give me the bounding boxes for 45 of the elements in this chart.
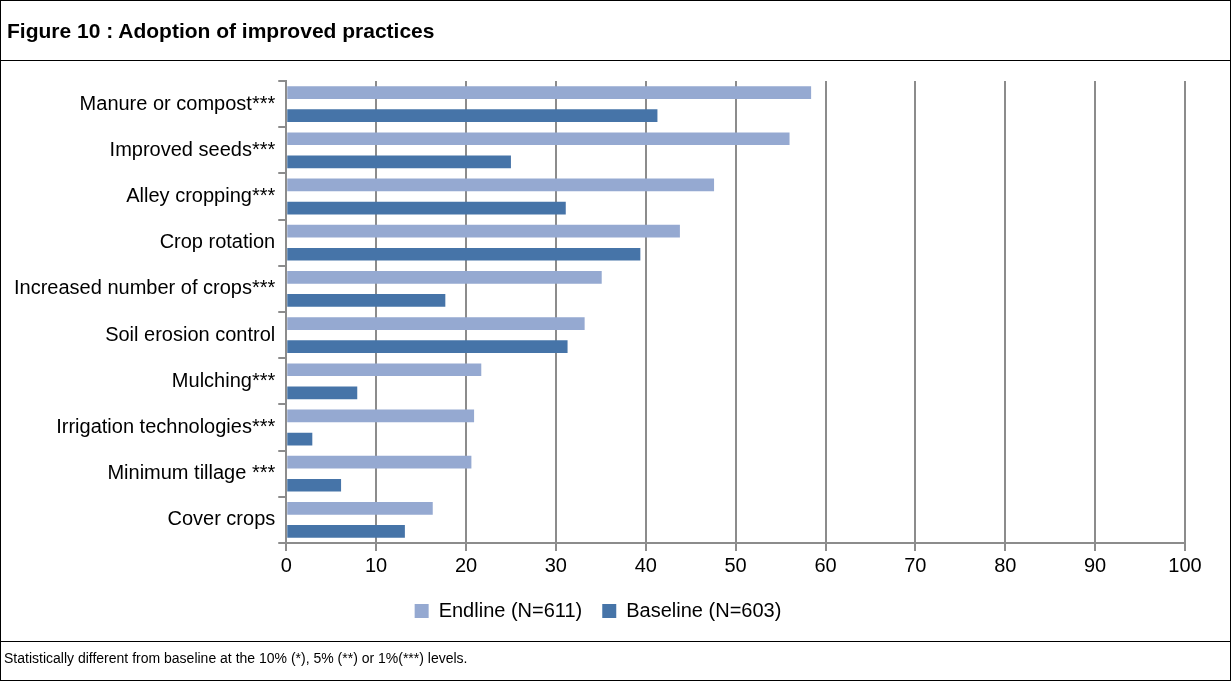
bar <box>287 386 358 400</box>
x-tick-label: 80 <box>994 553 1017 576</box>
bar <box>287 478 342 492</box>
bar <box>287 409 475 423</box>
x-tick-label: 90 <box>1084 553 1107 576</box>
bar <box>287 294 446 307</box>
y-tick-label: Alley cropping*** <box>126 184 276 207</box>
bar <box>287 317 585 330</box>
bar <box>287 178 715 192</box>
x-tick-label: 50 <box>724 553 747 576</box>
bar <box>287 455 472 469</box>
x-tick-label: 40 <box>634 553 657 576</box>
x-tick-label: 0 <box>280 553 292 576</box>
x-tick-label: 70 <box>904 553 927 576</box>
bar <box>287 155 511 169</box>
legend-label: Baseline (N=603) <box>626 598 782 621</box>
bar <box>287 86 812 99</box>
y-tick-label: Manure or compost*** <box>79 91 276 114</box>
y-tick-label: Soil erosion control <box>105 322 276 345</box>
y-tick-label: Irrigation technologies*** <box>56 415 276 438</box>
bar <box>287 271 602 284</box>
chart-title: Figure 10 : Adoption of improved practices <box>1 1 1230 61</box>
x-tick-label: 100 <box>1168 553 1202 576</box>
x-tick-label: 20 <box>454 553 478 576</box>
bar <box>287 340 568 353</box>
bar <box>287 502 433 515</box>
bar <box>287 363 482 377</box>
y-tick-label: Minimum tillage *** <box>107 461 276 484</box>
bar <box>287 525 405 538</box>
y-tick-label: Improved seeds*** <box>109 137 276 160</box>
bar <box>287 201 566 215</box>
x-tick-label: 10 <box>365 553 388 576</box>
y-tick-label: Increased number of crops*** <box>14 276 276 299</box>
bar <box>287 132 790 146</box>
legend-label: Endline (N=611) <box>438 598 583 621</box>
bar <box>287 109 658 122</box>
bar <box>287 432 313 446</box>
x-tick-label: 60 <box>814 553 837 576</box>
bar <box>287 247 641 261</box>
y-tick-label: Cover crops <box>167 507 276 530</box>
x-tick-label: 30 <box>544 553 567 576</box>
bar <box>287 224 680 238</box>
text: Statistically different from baseline at the 10% (*), 5% (**) or 1%(***) levels. <box>3 649 469 666</box>
y-tick-label: Crop rotation <box>159 230 276 253</box>
y-tick-label: Mulching*** <box>171 368 276 391</box>
